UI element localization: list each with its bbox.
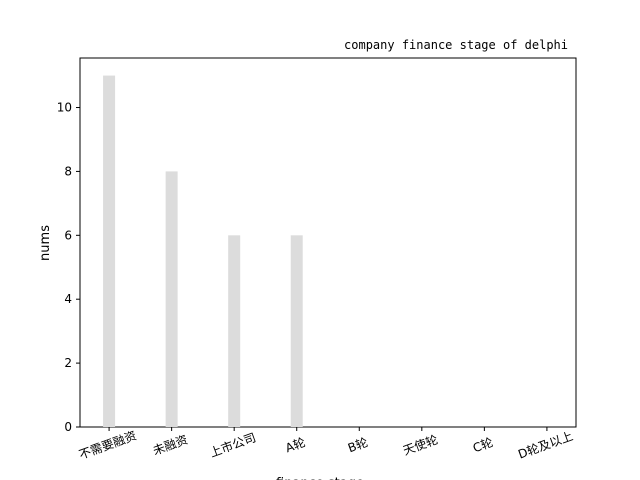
x-tick-label: 上市公司 [208,430,258,461]
plot-frame [79,57,577,428]
x-tick-label: 不需要融资 [77,428,138,462]
y-tick-label: 8 [64,164,72,178]
y-tick-label: 0 [64,420,72,434]
x-tick-label: 未融资 [151,433,190,458]
x-tick-label: C轮 [471,435,495,455]
y-tick-label: 6 [64,228,72,242]
y-axis-label: nums [38,225,53,261]
x-tick-label: B轮 [346,435,370,455]
y-tick-label: 2 [64,356,72,370]
bar [165,171,178,427]
x-axis-label: finance stage [276,476,364,480]
y-tick-label: 4 [64,292,72,306]
chart-title: company finance stage of delphi [344,38,568,52]
x-tick-label: A轮 [283,435,307,455]
bar [228,235,241,427]
x-tick-label: 天使轮 [401,432,440,458]
y-tick-label: 10 [57,101,72,115]
bar [290,235,303,427]
bar [103,75,116,428]
x-tick-label: D轮及以上 [516,429,575,462]
